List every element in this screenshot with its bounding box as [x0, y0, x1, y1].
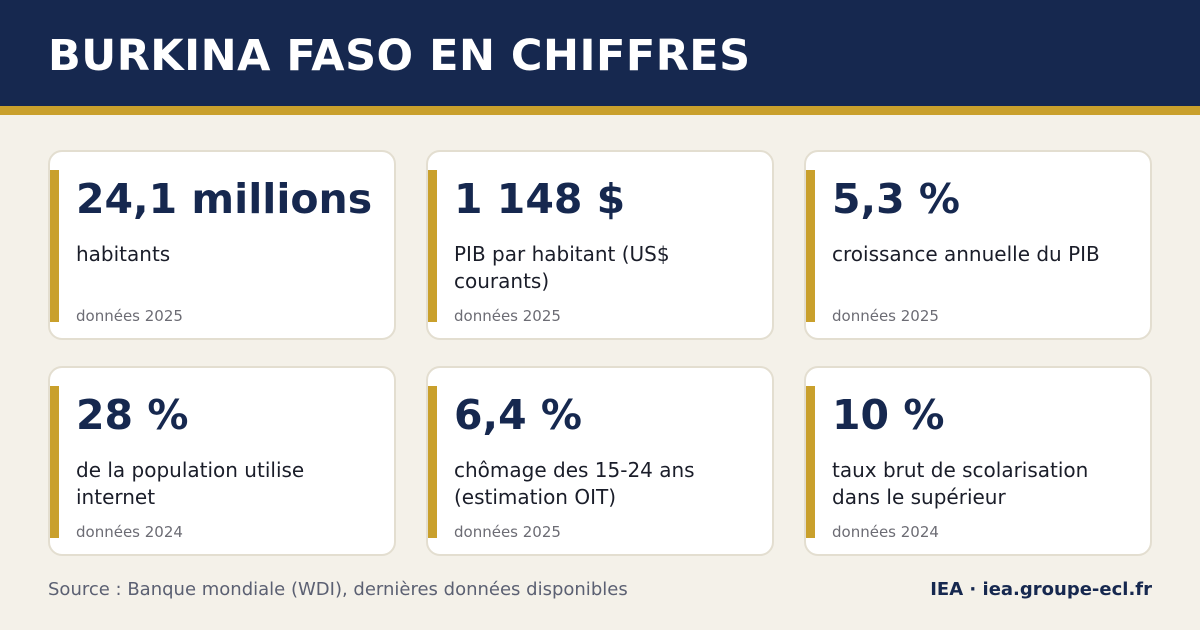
card-accent-bar [806, 170, 815, 322]
card-accent-bar [428, 386, 437, 538]
header-accent-stripe [0, 106, 1200, 115]
stat-label: de la population utilise internet [76, 458, 305, 509]
stat-year: données 2024 [76, 523, 183, 541]
stat-card-internet-use: 28 % de la population utilise internet d… [48, 366, 396, 556]
stat-value: 1 148 $ [454, 175, 626, 223]
stat-year: données 2025 [454, 523, 561, 541]
stat-year: données 2025 [832, 307, 939, 325]
page-title: BURKINA FASO EN CHIFFRES [48, 31, 751, 81]
stat-year: données 2025 [454, 307, 561, 325]
card-accent-bar [806, 386, 815, 538]
stat-label: PIB par habitant (US$ courants) [454, 242, 670, 293]
stat-value: 10 % [832, 391, 945, 439]
stat-value: 6,4 % [454, 391, 582, 439]
brand-credit: IEA · iea.groupe-ecl.fr [930, 579, 1152, 600]
stat-label: habitants [76, 242, 171, 266]
stat-value: 24,1 millions [76, 175, 373, 223]
stat-label: taux brut de scolarisation dans le supér… [832, 458, 1089, 509]
stat-value: 28 % [76, 391, 189, 439]
source-note: Source : Banque mondiale (WDI), dernière… [48, 579, 628, 600]
card-accent-bar [50, 170, 59, 322]
stat-label: chômage des 15-24 ans (estimation OIT) [454, 458, 695, 509]
stat-card-gdp-growth: 5,3 % croissance annuelle du PIB données… [804, 150, 1152, 340]
stat-year: données 2024 [832, 523, 939, 541]
card-accent-bar [428, 170, 437, 322]
stat-label: croissance annuelle du PIB [832, 242, 1100, 266]
stats-grid: 24,1 millions habitants données 2025 1 1… [48, 150, 1152, 556]
card-accent-bar [50, 386, 59, 538]
stat-year: données 2025 [76, 307, 183, 325]
stat-card-population: 24,1 millions habitants données 2025 [48, 150, 396, 340]
stat-card-youth-unemployment: 6,4 % chômage des 15-24 ans (estimation … [426, 366, 774, 556]
header-banner: BURKINA FASO EN CHIFFRES [0, 0, 1200, 106]
stat-card-tertiary-enrollment: 10 % taux brut de scolarisation dans le … [804, 366, 1152, 556]
stat-value: 5,3 % [832, 175, 960, 223]
stat-card-gdp-per-capita: 1 148 $ PIB par habitant (US$ courants) … [426, 150, 774, 340]
